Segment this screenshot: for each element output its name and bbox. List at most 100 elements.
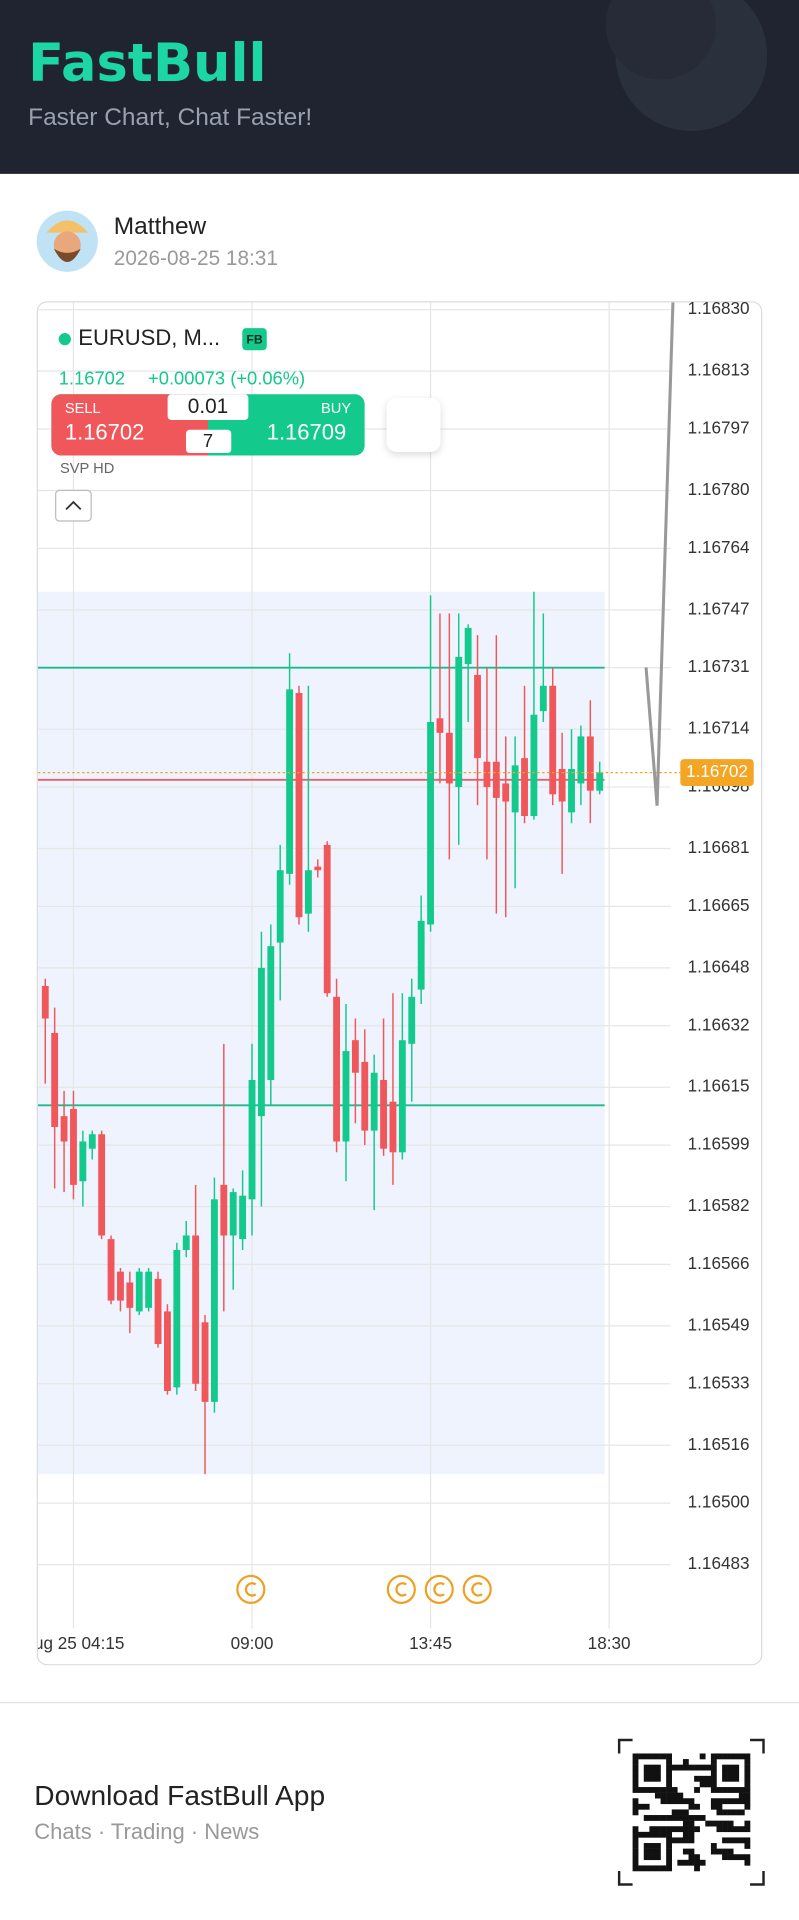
candle-body: [192, 1235, 200, 1384]
qr-module: [744, 1781, 751, 1788]
qr-module: [666, 1775, 672, 1782]
candle-body: [445, 732, 453, 784]
qr-module: [654, 1753, 661, 1760]
qr-module: [722, 1798, 728, 1805]
qr-module: [699, 1764, 706, 1771]
event-icon: [386, 1574, 416, 1604]
qr-module: [632, 1843, 639, 1849]
qr-module: [694, 1815, 700, 1821]
qr-module: [722, 1787, 728, 1793]
qr-module: [643, 1865, 650, 1872]
lot: 0.01: [188, 395, 228, 418]
symbol[interactable]: EURUSD, M...: [78, 325, 220, 350]
qr-module: [710, 1764, 717, 1771]
qr-module: [733, 1753, 740, 1760]
price-axis: 1.16830 1.16813 1.16797 1.16780 1.16764 1.167…: [680, 298, 754, 1573]
qr-module: [744, 1787, 751, 1793]
candle-body: [164, 1311, 171, 1391]
qr-module: [638, 1803, 645, 1810]
y-tick-label: 1.16681: [688, 837, 750, 857]
quote-price: 1.16702: [59, 367, 125, 388]
y-tick-label: 1.16780: [688, 479, 750, 499]
qr-module: [733, 1775, 740, 1782]
qr-module: [666, 1837, 672, 1844]
candle-body: [51, 1032, 59, 1127]
qr-module: [666, 1764, 672, 1771]
qr-module: [710, 1781, 717, 1788]
qr-module: [682, 1798, 689, 1805]
qr-module: [705, 1820, 712, 1827]
y-tick-label: 1.16747: [688, 598, 750, 618]
candle-body: [41, 985, 49, 1019]
qr-module: [671, 1815, 678, 1821]
qr-module: [744, 1759, 751, 1765]
action-button[interactable]: [386, 397, 441, 452]
qr-module: [738, 1798, 745, 1805]
candle-body: [304, 870, 312, 914]
qr-module: [654, 1787, 661, 1793]
qr-module: [643, 1831, 650, 1838]
candle-body: [361, 1061, 369, 1131]
qr-module: [722, 1820, 728, 1827]
y-tick-label: 1.16566: [688, 1253, 750, 1273]
qr-module: [638, 1753, 645, 1760]
qr-module: [694, 1859, 700, 1866]
candle-body: [492, 761, 500, 798]
qr-module: [666, 1759, 672, 1765]
qr-module: [677, 1809, 684, 1816]
candle-body: [511, 765, 519, 813]
qr-module: [632, 1775, 639, 1782]
qr-module: [666, 1848, 672, 1855]
qr-module: [738, 1792, 745, 1799]
y-tick-label: 1.16813: [688, 360, 750, 380]
qr-module: [649, 1843, 656, 1849]
qr-module: [671, 1764, 678, 1771]
qr-module: [666, 1787, 672, 1793]
qr-module: [632, 1809, 639, 1816]
qr-module: [682, 1764, 689, 1771]
qr-module: [716, 1820, 723, 1827]
qr-module: [654, 1854, 661, 1861]
qr-module: [738, 1837, 745, 1844]
candle-body: [117, 1271, 124, 1301]
qr-module: [733, 1798, 740, 1805]
qr-module: [694, 1865, 700, 1872]
qr-module: [671, 1826, 678, 1833]
qr-module: [722, 1764, 728, 1771]
qr-module: [727, 1798, 734, 1805]
qr-module: [632, 1759, 639, 1765]
qr-module: [660, 1798, 667, 1805]
author: Matthew: [114, 213, 207, 240]
qr-module: [733, 1854, 740, 1861]
qr-module: [722, 1854, 728, 1861]
qr-module: [710, 1843, 717, 1849]
qr-module: [694, 1803, 700, 1810]
qr-module: [688, 1764, 695, 1771]
lot-box[interactable]: [167, 394, 249, 420]
qr-module: [705, 1764, 712, 1771]
qr-module: [722, 1809, 728, 1816]
qr-module: [632, 1826, 639, 1833]
avatar-turban: [46, 220, 89, 233]
event-icon: [424, 1574, 454, 1604]
qr-module: [716, 1826, 723, 1833]
qr-code[interactable]: [632, 1753, 751, 1872]
candle-body: [182, 1235, 190, 1250]
candle-body: [220, 1184, 228, 1236]
collapse-button[interactable]: [55, 489, 92, 522]
candle-body: [577, 736, 585, 784]
qr-module: [716, 1753, 723, 1760]
qr-module: [688, 1820, 695, 1827]
qr-module: [694, 1764, 700, 1771]
qr-module: [738, 1753, 745, 1760]
candle-body: [88, 1134, 96, 1149]
y-tick-label: 1.16797: [688, 418, 750, 438]
qr-module: [677, 1826, 684, 1833]
candle-body: [239, 1195, 247, 1240]
qr-module: [694, 1854, 700, 1861]
qr-module: [632, 1848, 639, 1855]
qr-module: [738, 1854, 745, 1861]
qr-module: [643, 1854, 650, 1861]
qr-module: [738, 1809, 745, 1816]
qr-module: [744, 1770, 751, 1777]
